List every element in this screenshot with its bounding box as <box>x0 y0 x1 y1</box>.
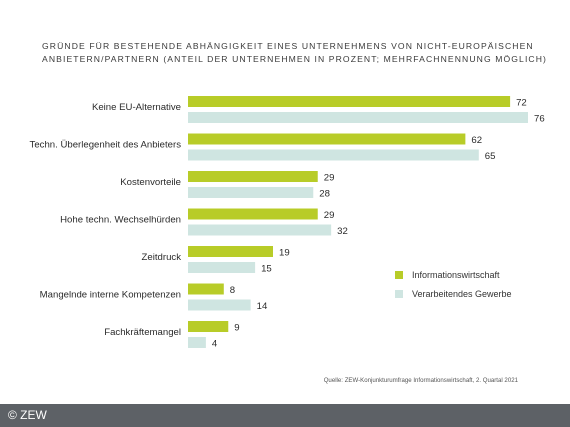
bar-verarbeitendes-gewerbe <box>188 187 314 198</box>
legend-label-verarbeitendes-gewerbe: Verarbeitendes Gewerbe <box>412 289 512 299</box>
category-label: Fachkräftemangel <box>104 327 181 338</box>
bar-informationswirtschaft <box>188 133 466 145</box>
data-label: 28 <box>319 189 330 200</box>
bar-informationswirtschaft <box>188 246 273 257</box>
legend-item-verarbeitendes-gewerbe: Verarbeitendes Gewerbe <box>395 288 512 300</box>
data-label: 8 <box>230 285 235 296</box>
data-label: 65 <box>485 151 496 162</box>
bar-verarbeitendes-gewerbe <box>188 299 251 311</box>
copyright-text: © ZEW <box>8 408 47 422</box>
category-label: Hohe techn. Wechselhürden <box>60 215 181 226</box>
source-note: Quelle: ZEW-Konjunkturumfrage Informatio… <box>323 377 518 384</box>
bar-verarbeitendes-gewerbe <box>188 224 332 236</box>
category-label: Techn. Überlegenheit des Anbieters <box>30 140 182 151</box>
legend-item-informationswirtschaft: Informationswirtschaft <box>395 269 512 281</box>
bar-informationswirtschaft <box>188 96 511 107</box>
data-label: 14 <box>257 301 268 312</box>
legend-swatch-informationswirtschaft <box>395 271 403 279</box>
data-label: 72 <box>516 98 527 109</box>
bar-verarbeitendes-gewerbe <box>188 337 206 348</box>
data-label: 76 <box>534 114 545 125</box>
data-label: 29 <box>324 173 335 184</box>
data-label: 4 <box>212 339 218 350</box>
category-label: Mangelnde interne Kompetenzen <box>40 290 181 301</box>
chart-title: Gründe für bestehende Abhängigkeit eines… <box>42 41 547 64</box>
copyright-footer: © ZEW <box>0 404 570 427</box>
category-label: Zeitdruck <box>142 252 182 263</box>
data-label: 19 <box>279 248 290 259</box>
legend-label-informationswirtschaft: Informationswirtschaft <box>412 270 500 280</box>
bar-informationswirtschaft <box>188 321 229 332</box>
data-label: 29 <box>324 210 335 221</box>
bar-verarbeitendes-gewerbe <box>188 149 479 161</box>
data-label: 32 <box>337 226 348 237</box>
legend: Informationswirtschaft Verarbeitendes Ge… <box>395 269 512 307</box>
bar-informationswirtschaft <box>188 208 318 220</box>
legend-swatch-verarbeitendes-gewerbe <box>395 290 403 298</box>
data-label: 62 <box>471 135 482 146</box>
bar-informationswirtschaft <box>188 171 318 182</box>
bar-verarbeitendes-gewerbe <box>188 112 528 123</box>
category-label: Keine EU-Alternative <box>92 102 181 113</box>
data-label: 15 <box>261 264 272 275</box>
bar-informationswirtschaft <box>188 283 224 295</box>
bar-verarbeitendes-gewerbe <box>188 262 256 273</box>
category-label: Kostenvorteile <box>120 177 181 188</box>
data-label: 9 <box>234 323 239 334</box>
